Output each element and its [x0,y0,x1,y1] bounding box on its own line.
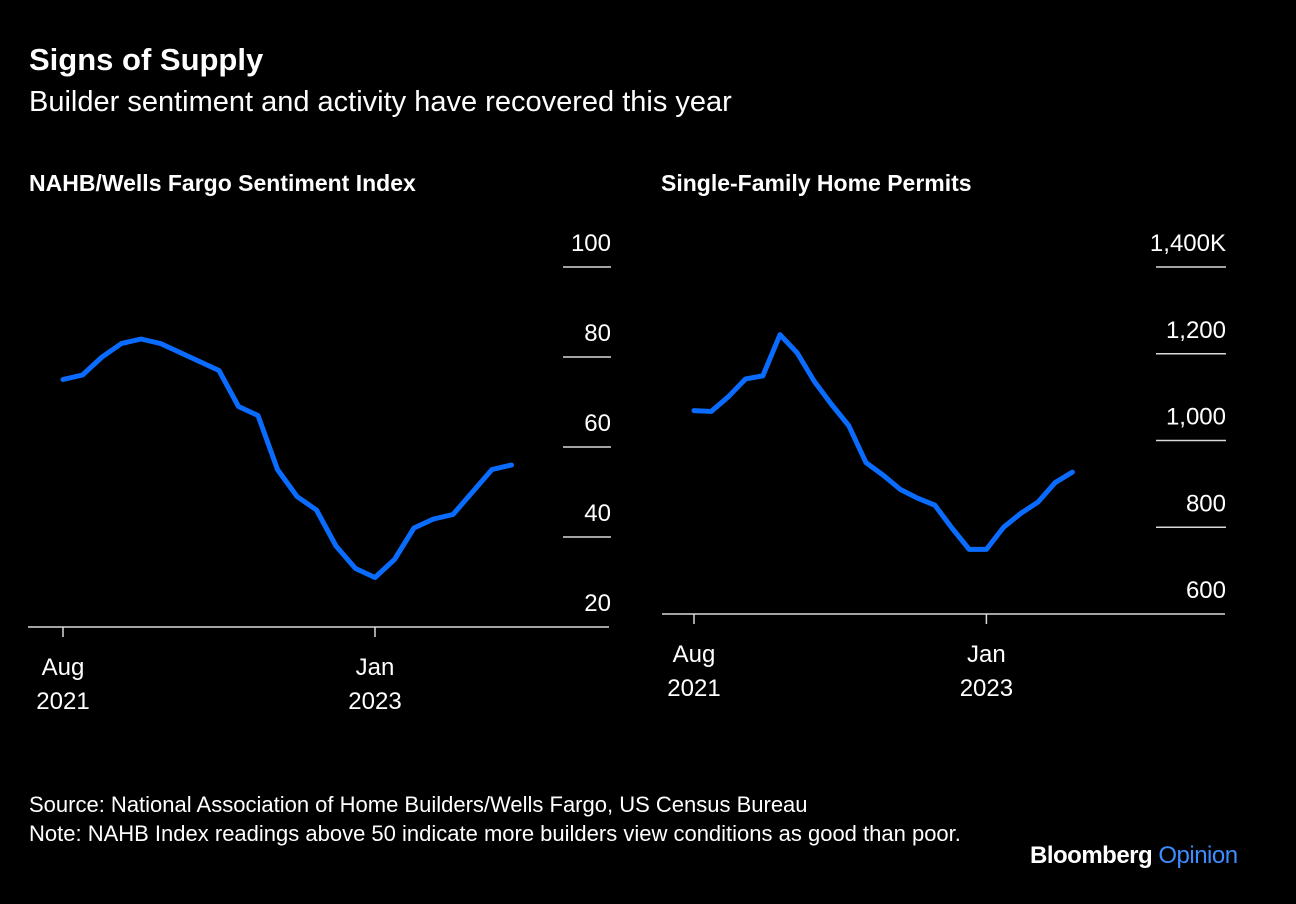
y-tick-label: 80 [584,320,611,347]
right-chart-title: Single-Family Home Permits [661,170,972,196]
x-tick-label-month: Aug [42,654,85,681]
y-tick-label: 800 [1186,490,1226,517]
bloomberg-opinion-logo: Bloomberg Opinion [1030,842,1238,870]
y-tick-label: 1,000 [1166,404,1226,431]
x-tick-label-year: 2023 [960,675,1013,702]
x-tick-label-month: Aug [673,641,716,668]
logo-brand: Bloomberg [1030,842,1153,869]
logo-section: Opinion [1158,842,1238,869]
left-chart-title: NAHB/Wells Fargo Sentiment Index [29,170,416,196]
permits-chart: 600 800 1,000 1,200 1,400K Aug 2021 Jan 2023 [662,230,1226,702]
series-line [60,336,514,580]
x-tick-label-year: 2021 [667,675,720,702]
y-tick-label: 60 [584,410,611,437]
sentiment-chart: 20 40 60 80 100 Aug 2021 Jan 2023 [28,230,611,715]
x-tick-label-year: 2021 [36,688,89,715]
x-tick-label-month: Jan [967,641,1006,668]
chart-subtitle: Builder sentiment and activity have reco… [29,86,732,118]
y-tick-label: 1,400K [1150,230,1226,257]
source-text: Source: National Association of Home Bui… [29,792,808,817]
y-tick-label: 100 [571,230,611,257]
y-tick-label: 40 [584,500,611,527]
x-tick-label-month: Jan [356,654,395,681]
y-tick-label: 600 [1186,577,1226,604]
y-tick-label: 20 [584,590,611,617]
note-text: Note: NAHB Index readings above 50 indic… [29,821,961,846]
series-line [691,332,1075,552]
chart-title: Signs of Supply [29,42,264,77]
x-tick-label-year: 2023 [348,688,401,715]
footer: Source: National Association of Home Bui… [29,790,1009,848]
y-tick-label: 1,200 [1166,317,1226,344]
